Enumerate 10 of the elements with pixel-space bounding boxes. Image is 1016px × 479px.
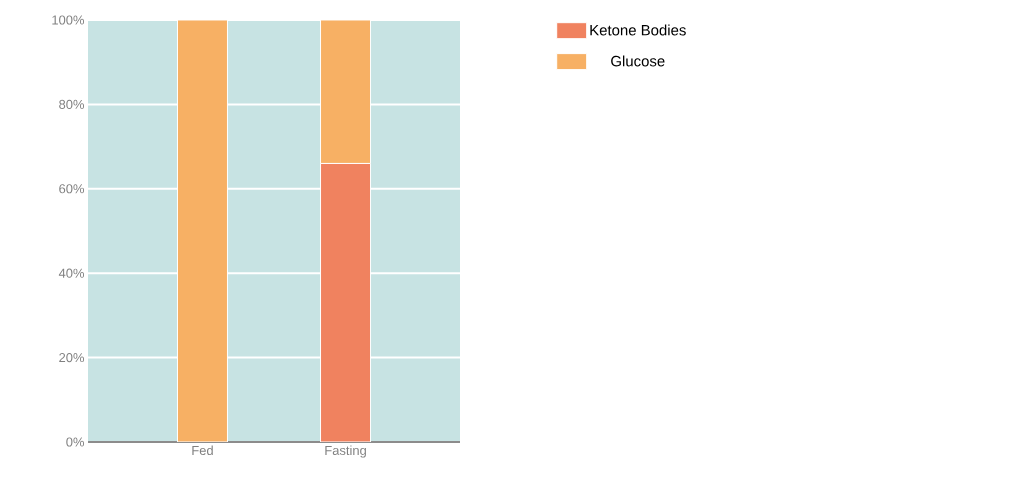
- x-tick-label: Fed: [192, 445, 213, 456]
- x-tick-label: Fasting: [325, 445, 366, 458]
- y-tick-label: 80%: [59, 99, 85, 109]
- y-tick-label: 100%: [52, 15, 85, 25]
- y-tick-label: 40%: [58, 268, 85, 278]
- y-tick-label: 20%: [59, 353, 85, 363]
- legend-label: Glucose: [611, 55, 665, 67]
- y-tick-label: 60%: [59, 184, 85, 194]
- y-tick-label: 0%: [66, 437, 85, 447]
- legend-label: Ketone Bodies: [590, 24, 686, 36]
